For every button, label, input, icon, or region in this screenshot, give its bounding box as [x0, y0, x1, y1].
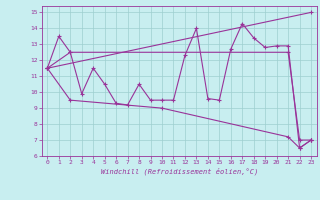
X-axis label: Windchill (Refroidissement éolien,°C): Windchill (Refroidissement éolien,°C): [100, 168, 258, 175]
